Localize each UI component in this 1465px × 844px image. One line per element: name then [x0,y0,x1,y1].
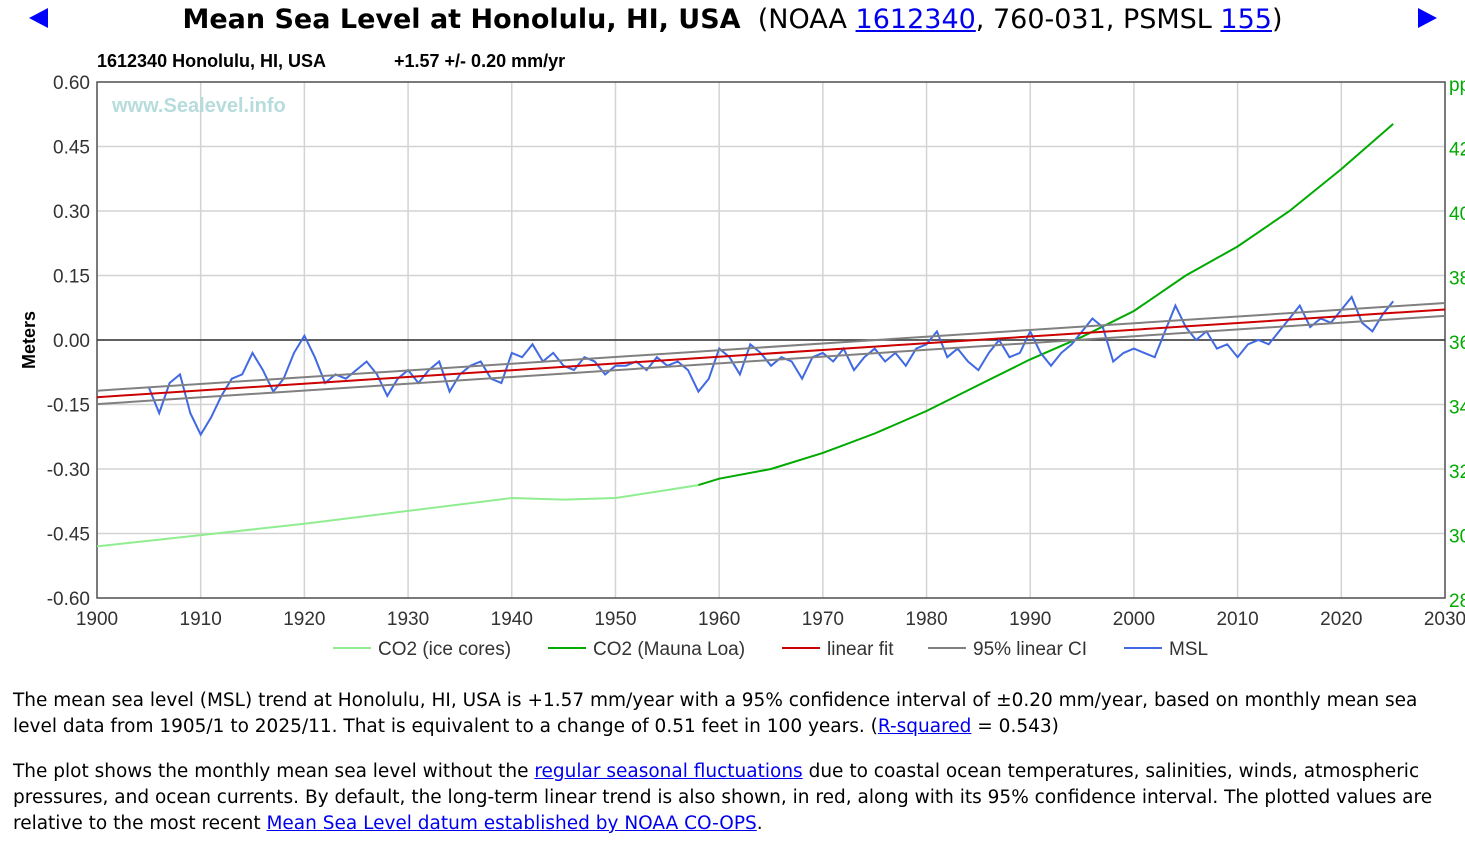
y2-tick-label: 420 [1449,140,1465,161]
trend-text: The mean sea level (MSL) trend at Honolu… [13,690,1418,737]
x-tick-label: 1990 [1009,609,1051,630]
ci-upper-line [96,302,1446,392]
plot-text-c: . [756,813,763,834]
noaa-station-link[interactable]: 1612340 [855,4,976,35]
x-tick-label: 1920 [283,609,325,630]
y-tick-label: -0.60 [47,589,90,610]
x-tick-label: 1950 [594,609,636,630]
x-tick-label: 1930 [387,609,429,630]
seasonal-fluctuations-link[interactable]: regular seasonal fluctuations [534,761,803,782]
x-tick-label: 2030 [1424,609,1465,630]
y-tick-label: 0.30 [53,202,90,223]
x-tick-label: 2020 [1320,609,1362,630]
y-axis-label: Meters [19,311,39,369]
y2-tick-label: 400 [1449,204,1465,225]
co2-ice-cores-line [96,484,699,548]
next-station-right-triangle-icon[interactable] [1418,8,1437,28]
title-paren-open: (NOAA [757,4,856,35]
plot-text-a: The plot shows the monthly mean sea leve… [13,761,535,782]
y2-tick-label: 380 [1449,269,1465,290]
y-tick-label: 0.00 [53,331,90,352]
title-middle: , 760-031, PSMSL [975,4,1221,35]
legend-label: MSL [1169,639,1208,660]
co2-mauna-loa-line [698,123,1394,487]
y2-tick-label: 280 [1449,591,1465,612]
x-tick-label: 2000 [1113,609,1155,630]
x-tick-label: 1970 [802,609,844,630]
y-tick-label: -0.30 [47,460,90,481]
legend-label: linear fit [827,639,894,660]
y2-tick-label: ppm [1449,75,1465,96]
y-tick-label: -0.45 [47,525,90,546]
y2-tick-label: 340 [1449,398,1465,419]
ci-lower-line [96,314,1446,406]
y2-tick-label: 360 [1449,333,1465,354]
r-squared-link[interactable]: R-squared [877,716,972,737]
y-tick-label: 0.45 [53,138,90,159]
trend-description: The mean sea level (MSL) trend at Honolu… [13,688,1453,740]
plot-description: The plot shows the monthly mean sea leve… [13,759,1453,837]
x-tick-label: 1940 [491,609,533,630]
y-tick-label: -0.15 [47,396,90,417]
legend-label: CO2 (ice cores) [378,639,511,660]
linear-fit-line [96,308,1446,399]
msl-datum-link[interactable]: Mean Sea Level datum established by NOAA… [266,813,757,834]
page-title: Mean Sea Level at Honolulu, HI, USA (NOA… [0,4,1465,35]
legend-label: CO2 (Mauna Loa) [593,639,745,660]
watermark: www.Sealevel.info [111,95,286,117]
x-tick-label: 2010 [1216,609,1258,630]
station-label: 1612340 Honolulu, HI, USA [97,51,326,71]
previous-station-left-triangle-icon[interactable] [29,8,48,28]
y-tick-label: 0.15 [53,267,90,288]
legend-label: 95% linear CI [973,639,1087,660]
y2-tick-label: 300 [1449,527,1465,548]
x-tick-label: 1980 [905,609,947,630]
x-tick-label: 1900 [76,609,118,630]
title-main: Mean Sea Level at Honolulu, HI, USA [182,4,741,35]
psmsl-station-link[interactable]: 155 [1220,4,1272,35]
y2-tick-label: 320 [1449,462,1465,483]
x-tick-label: 1910 [180,609,222,630]
r-squared-value: = 0.543) [971,716,1059,737]
plot-text-b: due to coastal ocean temperatures, salin… [13,761,1433,834]
y-tick-label: 0.60 [53,73,90,94]
sea-level-chart: 1612340 Honolulu, HI, USA +1.57 +/- 0.20 … [19,51,1465,660]
x-tick-label: 1960 [698,609,740,630]
trend-label: +1.57 +/- 0.20 mm/yr [394,51,565,71]
title-paren-close: ) [1271,4,1283,35]
